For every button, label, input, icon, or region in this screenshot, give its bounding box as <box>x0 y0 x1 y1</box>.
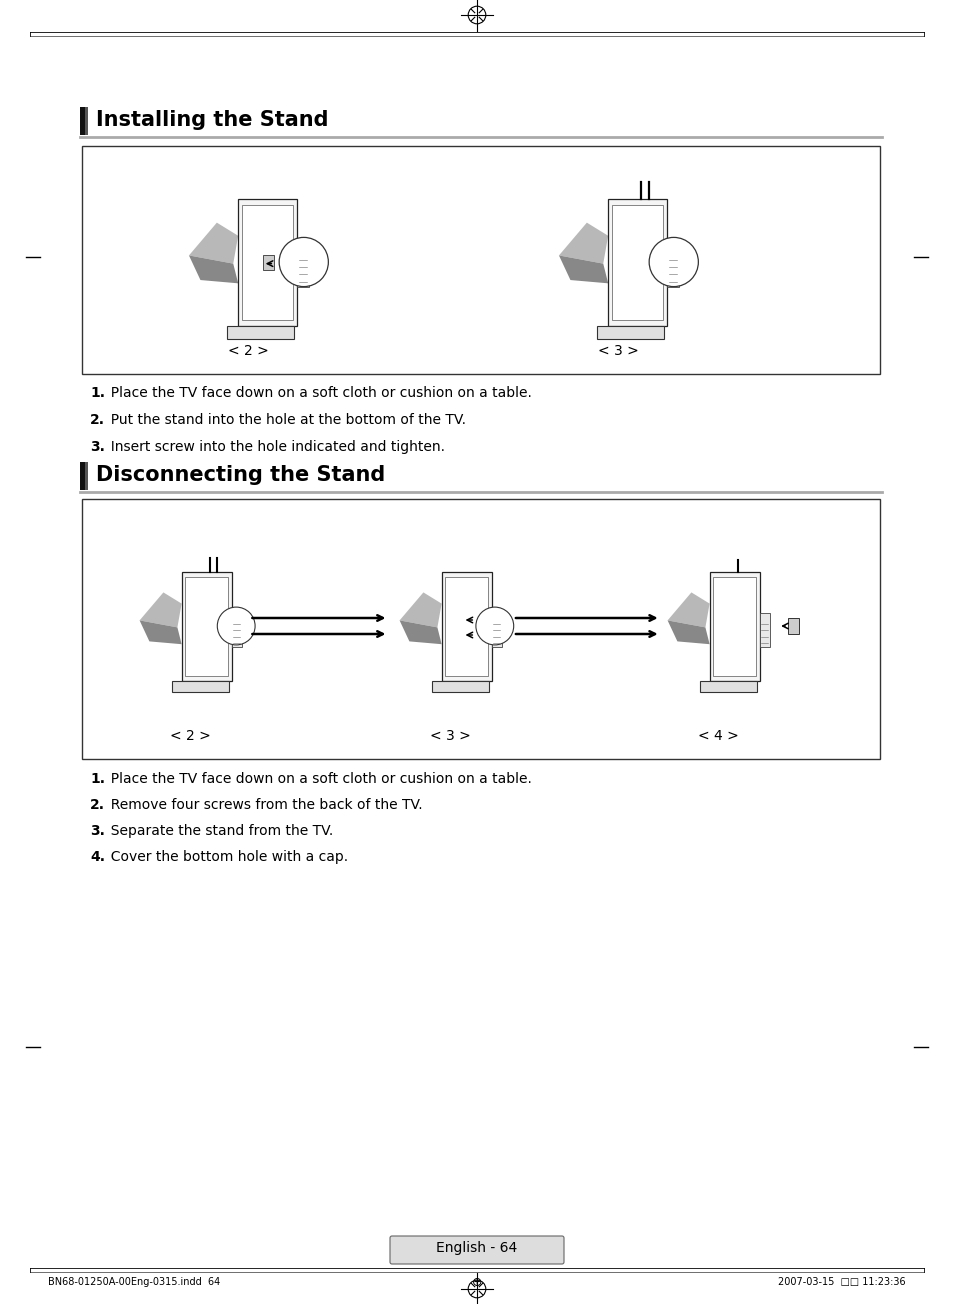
Polygon shape <box>667 592 709 627</box>
Bar <box>181 572 232 681</box>
Polygon shape <box>667 621 709 644</box>
Bar <box>712 576 756 675</box>
Polygon shape <box>558 256 607 283</box>
Text: 2007-03-15  □□ 11:23:36: 2007-03-15 □□ 11:23:36 <box>778 1277 905 1287</box>
Polygon shape <box>399 621 441 644</box>
Bar <box>82 499 879 759</box>
Circle shape <box>648 237 698 287</box>
Bar <box>709 572 760 681</box>
Text: 3.: 3. <box>90 824 105 838</box>
Bar <box>82 146 879 374</box>
Circle shape <box>476 608 513 645</box>
Text: Put the stand into the hole at the bottom of the TV.: Put the stand into the hole at the botto… <box>102 413 465 426</box>
Text: 1.: 1. <box>90 772 105 786</box>
Text: Place the TV face down on a soft cloth or cushion on a table.: Place the TV face down on a soft cloth o… <box>102 386 532 400</box>
Bar <box>432 681 489 692</box>
Text: ⊕: ⊕ <box>471 1275 482 1288</box>
Text: < 3 >: < 3 > <box>597 344 638 359</box>
Bar <box>80 107 85 136</box>
Bar <box>666 248 678 287</box>
Bar <box>612 205 662 321</box>
Polygon shape <box>399 592 441 627</box>
Polygon shape <box>139 621 181 644</box>
Bar <box>85 107 88 136</box>
Text: 4.: 4. <box>90 850 105 865</box>
Polygon shape <box>189 223 238 263</box>
Text: Place the TV face down on a soft cloth or cushion on a table.: Place the TV face down on a soft cloth o… <box>102 772 532 786</box>
Bar <box>297 248 309 287</box>
Circle shape <box>279 237 328 287</box>
Text: < 3 >: < 3 > <box>429 729 470 743</box>
Bar <box>262 256 274 270</box>
Text: English - 64: English - 64 <box>436 1241 517 1254</box>
Bar <box>185 576 229 675</box>
Polygon shape <box>189 256 238 283</box>
Text: Separate the stand from the TV.: Separate the stand from the TV. <box>102 824 333 838</box>
Bar <box>492 613 501 647</box>
Bar <box>445 576 488 675</box>
Bar <box>441 572 492 681</box>
Text: 1.: 1. <box>90 386 105 400</box>
Bar <box>700 681 757 692</box>
Polygon shape <box>558 223 607 263</box>
Text: < 2 >: < 2 > <box>170 729 211 743</box>
Bar <box>242 205 293 321</box>
Text: Insert screw into the hole indicated and tighten.: Insert screw into the hole indicated and… <box>102 439 444 454</box>
FancyBboxPatch shape <box>390 1236 563 1264</box>
Polygon shape <box>139 592 181 627</box>
Text: BN68-01250A-00Eng-0315.indd  64: BN68-01250A-00Eng-0315.indd 64 <box>48 1277 220 1287</box>
Bar <box>232 613 241 647</box>
Bar <box>607 200 666 326</box>
Circle shape <box>217 608 254 645</box>
Text: 2.: 2. <box>90 798 105 812</box>
Bar <box>227 326 294 339</box>
Text: 2.: 2. <box>90 413 105 426</box>
Bar <box>787 618 799 634</box>
Text: Disconnecting the Stand: Disconnecting the Stand <box>96 466 385 485</box>
Text: 3.: 3. <box>90 439 105 454</box>
Bar <box>172 681 229 692</box>
Text: Installing the Stand: Installing the Stand <box>96 110 328 130</box>
Text: < 4 >: < 4 > <box>697 729 738 743</box>
Text: Cover the bottom hole with a cap.: Cover the bottom hole with a cap. <box>102 850 348 865</box>
Bar <box>596 326 663 339</box>
Bar <box>85 462 88 490</box>
Bar <box>238 200 297 326</box>
Bar <box>80 462 85 490</box>
Text: Remove four screws from the back of the TV.: Remove four screws from the back of the … <box>102 798 422 812</box>
Text: < 2 >: < 2 > <box>228 344 268 359</box>
Bar <box>760 613 769 647</box>
